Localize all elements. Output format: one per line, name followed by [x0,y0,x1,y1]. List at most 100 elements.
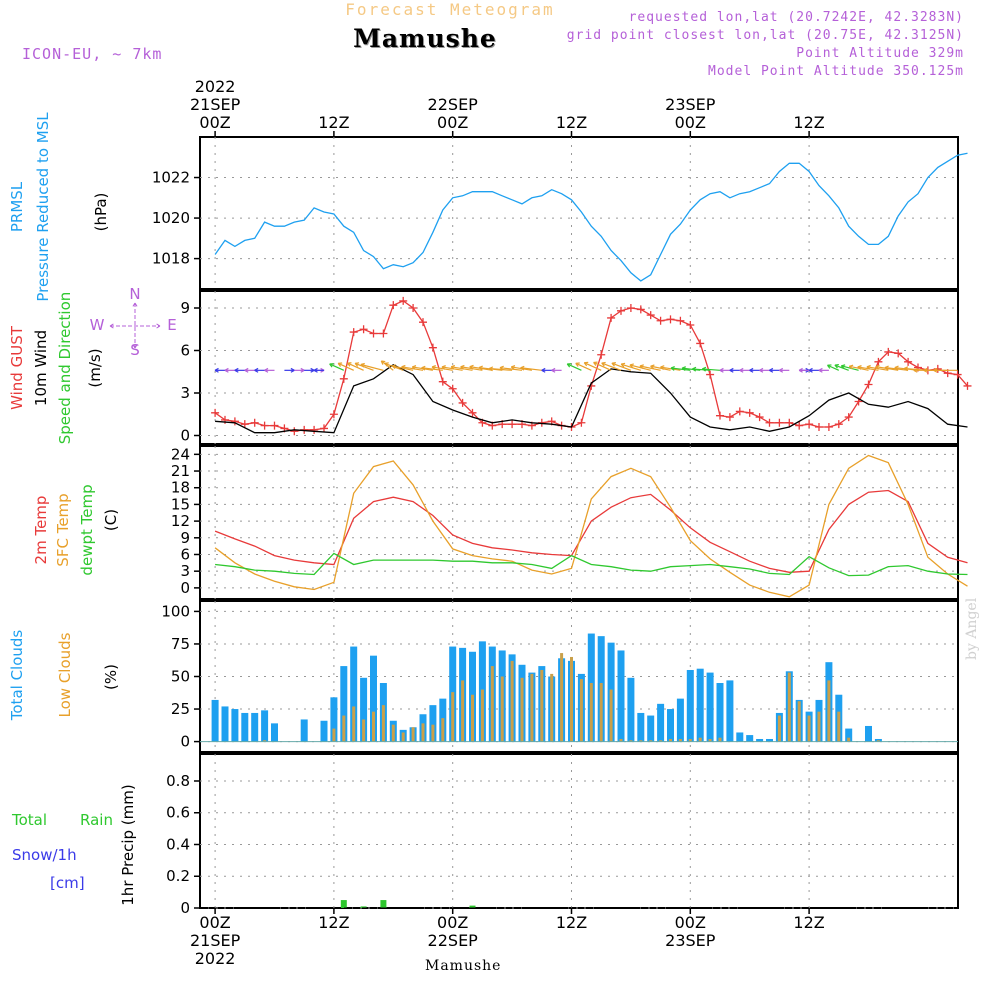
low-clouds-label: Low Clouds [56,632,74,717]
gust-marker [676,316,685,325]
y-tick-label: 0.8 [166,772,190,790]
top-time-label: 12Z [793,113,824,132]
gust-marker [953,370,962,379]
top-time-label: 12Z [318,113,349,132]
precip-total-label: Total [11,811,47,829]
wind-gust-label: Wind GUST [8,325,26,410]
wind-arrow-head [808,367,813,373]
wind-arrow-head [827,364,832,369]
top-time-label: 12Z [556,113,587,132]
gust-marker [329,410,338,419]
gust-marker [636,305,645,314]
gust-marker [230,417,239,426]
gust-marker [805,420,814,429]
gust-marker [468,408,477,417]
gust-marker [725,413,734,422]
temp-unit: (C) [102,509,120,531]
low-cloud-bar [609,689,613,742]
wind-arrow-head [639,364,644,370]
total-cloud-bar [845,728,853,742]
precip-snow-unit: [cm] [50,874,85,892]
wind-direction-arrow [431,366,453,371]
low-cloud-bar [570,656,573,742]
top-time-label: 22SEP [428,95,479,114]
temp-dewpt-label: dewpt Temp [78,484,96,575]
wind-arrow-head [510,365,516,370]
wind-arrow-head [401,364,406,370]
compass-arrows [109,302,161,349]
low-cloud-bar [688,738,692,742]
top-time-label: 00Z [199,113,230,132]
low-cloud-bar [837,711,841,742]
wind-arrow-head [583,361,589,367]
wind-arrow-head [818,367,823,373]
wind-arrow-head [913,367,918,373]
gust-marker [735,407,744,416]
wind-direction-arrow [567,363,582,371]
gust-marker [815,423,823,431]
wind-arrow-head [214,367,219,373]
low-cloud-bar [451,692,455,742]
gust-marker [310,425,319,434]
gridpoint-coords: grid point closest lon,lat (20.75E, 42.3… [566,28,964,43]
wind-arrow-head [834,363,839,369]
bottom-time-label: 22SEP [428,931,479,950]
gust-marker [904,357,913,366]
pressure-label-prmsl: PRMSL [8,181,26,232]
low-cloud-bar [649,740,653,742]
footer-location: Mamushe [425,958,502,974]
y-tick-label: 15 [171,495,190,513]
wind-unit: (m/s) [86,348,104,387]
low-cloud-bar [471,694,474,742]
y-tick-label: 0 [180,733,190,751]
wind-direction-arrow [601,362,622,371]
wind-arrow-head [903,366,909,372]
total-cloud-bar [320,720,328,742]
bottom-time-label: 12Z [556,913,587,932]
gust-marker [834,420,843,429]
wind-arrow-head [692,366,697,372]
low-cloud-bar [550,673,554,742]
total-cloud-bar [696,668,704,742]
precip-frame [199,753,959,909]
low-cloud-bar [599,683,603,742]
rain-bar [380,900,387,908]
wind-direction-arrow [620,363,641,371]
wind-arrow-head [894,365,899,371]
wind-arrow-head [729,367,734,373]
low-cloud-bar [560,653,564,742]
wind-direction-arrow [702,368,721,371]
wind-direction-arrow [329,363,345,371]
bottom-time-label: 00Z [199,913,230,932]
y-tick-label: 6 [180,342,190,360]
wind-panel: 0 3 6 9 [180,290,972,445]
wind-arrow-head [923,367,928,373]
low-cloud-bar [589,683,593,742]
gust-marker [508,420,517,429]
y-tick-label: 100 [161,602,190,620]
wind-direction-arrow [421,367,443,371]
low-cloud-bar [698,737,702,742]
temp-sfc-label: SFC Temp [54,493,72,566]
total-cloud-bar [667,709,674,742]
wind-arrow-head [611,362,616,367]
total-cloud-bar [746,735,754,742]
gust-marker [646,311,655,320]
gust-marker [290,427,299,436]
wind-arrow-head [884,365,889,371]
rain-bar [360,906,367,908]
wind-arrow-head [499,365,504,371]
gust-marker [884,347,893,356]
wind-arrow-head [300,367,305,373]
pressure-panel: 1018 1020 1022 [152,136,968,290]
low-cloud-bar [827,680,831,742]
temperature-frame [199,445,959,600]
pressure-line [214,152,968,282]
y-tick-label: 1018 [152,250,190,268]
gust-marker [745,408,754,417]
wind-arrow-head [701,366,707,372]
wind-arrow-head [460,364,465,370]
gust-marker [963,381,972,390]
low-cloud-bar [807,715,811,742]
